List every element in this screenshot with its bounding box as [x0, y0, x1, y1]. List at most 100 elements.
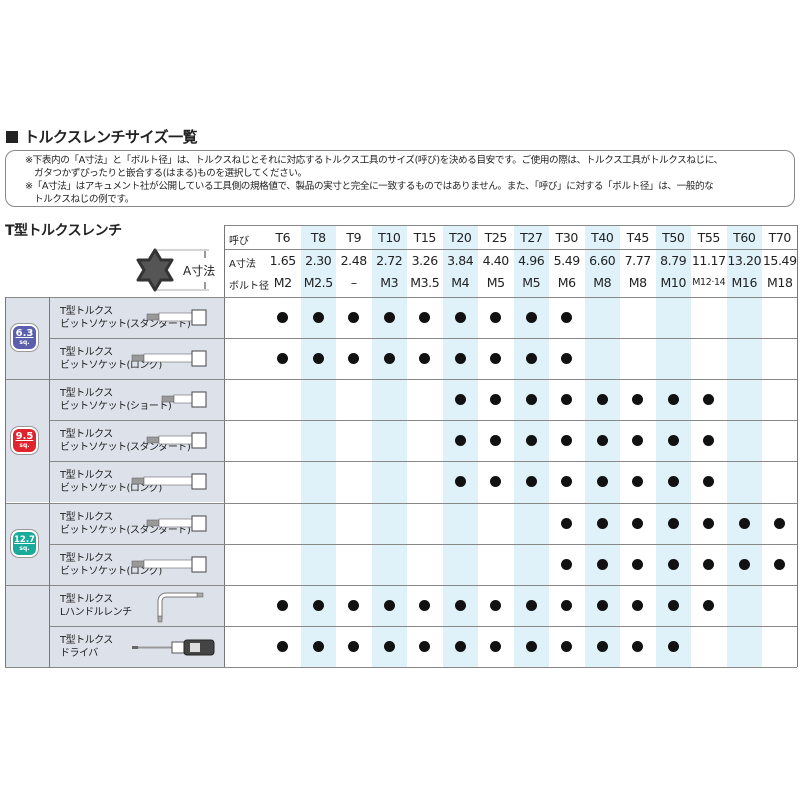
item-name-line: T型トルクス: [60, 429, 113, 441]
availability-dot: [490, 476, 502, 488]
availability-dot: [312, 312, 324, 324]
availability-dot: [561, 353, 573, 365]
column-shade: [442, 226, 478, 667]
a-dimension: 4.96: [518, 253, 545, 268]
size-header: T55: [697, 230, 721, 245]
table-border: [224, 225, 797, 226]
item-name-line: ビットソケット(ロング): [60, 360, 162, 372]
row-divider: [49, 543, 797, 545]
badge-unit: sq.: [19, 544, 30, 552]
availability-dot: [312, 353, 324, 365]
a-dimension: 2.48: [340, 253, 368, 268]
column-shade: [584, 226, 620, 667]
item-name-line: ビットソケット(ロング): [60, 565, 162, 577]
a-dimension: 5.49: [553, 253, 581, 268]
note-line: ※下表内の「A寸法」と「ボルト径」は、トルクスねじとそれに対応するトルクス工具の…: [25, 155, 723, 166]
availability-dot: [667, 435, 679, 447]
socket-standard-icon: [130, 431, 220, 455]
socket-size-badge: 9.5 sq.: [11, 426, 38, 454]
availability-dot: [667, 476, 679, 488]
item-name-line: T型トルクス: [60, 552, 113, 564]
availability-dot: [632, 517, 644, 529]
note-line: ※「A寸法」はアキュメント社が公開している工具側の規格値で、製品の実寸と完全に一…: [25, 181, 714, 192]
availability-dot: [454, 599, 466, 611]
table-border: [797, 225, 798, 667]
a-dimension: 7.77: [624, 253, 652, 268]
bolt-size: M18: [767, 275, 793, 290]
availability-dot: [525, 394, 537, 406]
availability-dot: [454, 353, 466, 365]
availability-dot: [419, 599, 431, 611]
size-header: T8: [310, 230, 326, 245]
a-dimension: 2.72: [376, 253, 403, 268]
badge-unit: sq.: [19, 339, 30, 347]
subtitle: T型トルクスレンチ: [5, 223, 122, 239]
item-name: T型トルクス ビットソケット(スタンダード): [60, 305, 191, 331]
section-title: トルクスレンチサイズ一覧: [6, 126, 198, 147]
availability-dot: [383, 640, 395, 652]
notes-box: ※下表内の「A寸法」と「ボルト径」は、トルクスねじとそれに対応するトルクス工具の…: [5, 150, 795, 207]
availability-dot: [454, 312, 466, 324]
table-border: [5, 666, 797, 668]
availability-dot: [596, 640, 608, 652]
size-header: T25: [484, 230, 508, 245]
group-divider: [5, 584, 797, 586]
availability-dot: [632, 599, 644, 611]
availability-dot: [419, 312, 431, 324]
badge-size: 9.5: [15, 430, 34, 442]
item-name: T型トルクス ビットソケット(ロング): [60, 469, 162, 495]
group-divider: [5, 502, 797, 504]
group-cell: [5, 584, 49, 667]
availability-dot: [667, 599, 679, 611]
availability-dot: [277, 640, 289, 652]
item-name-line: T型トルクス: [60, 593, 113, 605]
availability-dot: [632, 640, 644, 652]
column-shade: [655, 226, 691, 667]
availability-dot: [632, 435, 644, 447]
availability-dot: [490, 312, 502, 324]
availability-dot: [561, 558, 573, 570]
size-header: T30: [555, 230, 579, 245]
header-row-label: ボルト径: [229, 281, 269, 292]
availability-dot: [348, 640, 360, 652]
availability-dot: [667, 394, 679, 406]
column-divider: [49, 297, 50, 667]
a-dimension: 8.79: [660, 253, 687, 268]
availability-dot: [490, 435, 502, 447]
availability-dot: [454, 394, 466, 406]
a-dimension: 4.40: [482, 253, 510, 268]
size-header: T50: [662, 230, 685, 245]
header-row-label: A寸法: [229, 259, 256, 270]
bolt-size: M3: [380, 275, 399, 290]
availability-dot: [525, 353, 537, 365]
item-name-line: ドライバ: [60, 647, 98, 659]
section-title-text: トルクスレンチサイズ一覧: [24, 128, 198, 146]
table-border: [224, 225, 225, 667]
availability-dot: [632, 394, 644, 406]
socket-size-badge: 12.7 sq.: [11, 529, 38, 557]
item-cell: [49, 584, 224, 626]
availability-dot: [596, 599, 608, 611]
availability-dot: [667, 517, 679, 529]
header-row-label: 呼び: [229, 236, 249, 247]
bolt-size: M4: [451, 275, 470, 290]
item-name-line: T型トルクス: [60, 306, 113, 317]
note-line: トルクスねじの例です。: [34, 194, 134, 205]
torx-star-icon: [136, 248, 174, 292]
badge-size: 6.3: [15, 328, 34, 340]
bolt-size: M3.5: [410, 275, 440, 290]
availability-dot: [525, 640, 537, 652]
availability-dot: [525, 435, 537, 447]
screwdriver-icon: [130, 637, 220, 661]
torx-diagram: [136, 248, 209, 292]
availability-dot: [561, 394, 573, 406]
column-shade: [513, 226, 549, 667]
note-line: ガタつかずぴったりと嵌合する(はまる)ものを選択してください。: [34, 168, 307, 179]
availability-dot: [348, 353, 360, 365]
bolt-size: M8: [628, 275, 647, 290]
availability-dot: [596, 476, 608, 488]
availability-dot: [277, 353, 289, 365]
socket-standard-icon: [130, 514, 220, 538]
availability-dot: [703, 517, 715, 529]
availability-dot: [703, 394, 715, 406]
